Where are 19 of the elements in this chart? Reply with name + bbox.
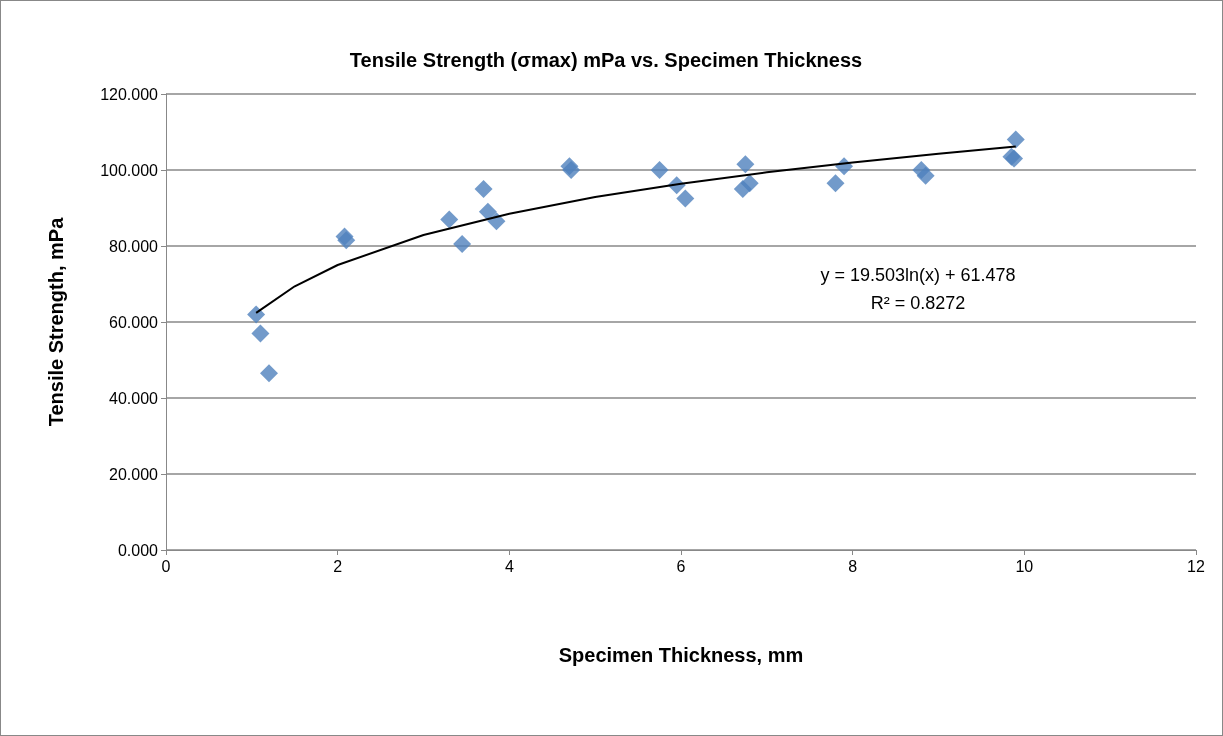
x-tick-label: 6 <box>676 557 686 575</box>
y-tick-label: 20.000 <box>109 465 159 483</box>
y-tick-label: 60.000 <box>109 313 159 331</box>
x-tick-label: 2 <box>333 557 343 575</box>
y-axis-title: Tensile Strength, mPa <box>45 216 67 427</box>
y-tick-label: 120.000 <box>100 85 159 103</box>
x-tick-label: 10 <box>1015 557 1034 575</box>
y-tick-label: 40.000 <box>109 389 159 407</box>
x-tick-label: 8 <box>848 557 858 575</box>
y-tick-label: 80.000 <box>109 237 159 255</box>
x-tick-label: 0 <box>161 557 171 575</box>
y-tick-label: 100.000 <box>100 161 159 179</box>
x-tick-label: 4 <box>504 557 514 575</box>
x-tick-label: 12 <box>1187 557 1205 575</box>
x-axis-title: Specimen Thickness, mm <box>558 644 804 666</box>
chart-title: Tensile Strength (σmax) mPa vs. Specimen Thickness <box>349 49 863 71</box>
annotation: R² = 0.8272 <box>870 293 966 313</box>
y-tick-label: 0.000 <box>117 541 159 559</box>
annotation: y = 19.503ln(x) + 61.478 <box>820 265 1016 285</box>
